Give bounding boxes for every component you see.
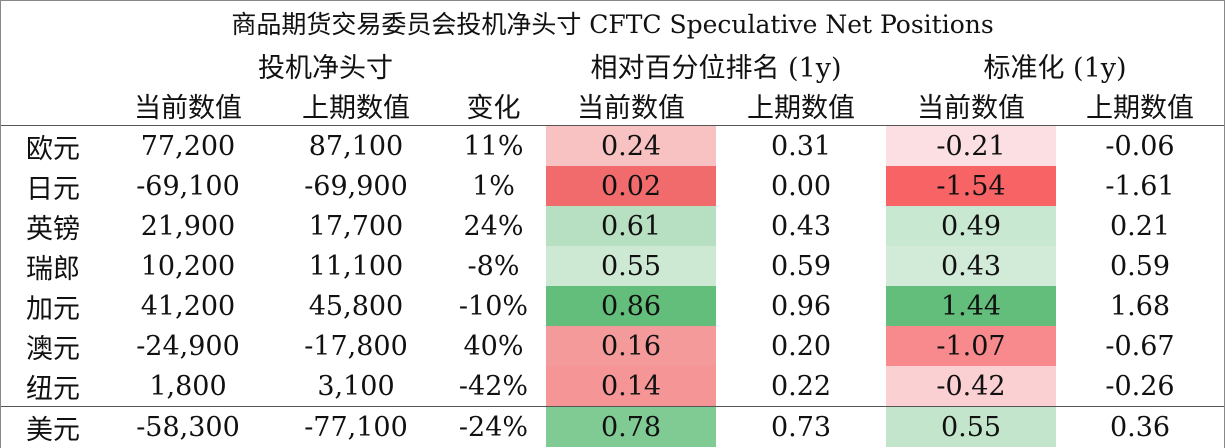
cell: 0.59 [1109,250,1171,282]
cell: 0.43 [886,246,1056,286]
cell: -24,900 [136,330,240,362]
cell: -10% [458,290,529,322]
cell: 0.16 [546,326,716,366]
cell: -1.07 [886,326,1056,366]
cell: -69,900 [304,170,408,202]
cell: 11% [463,130,524,162]
cell: 0.61 [546,206,716,246]
cell: 3,100 [317,370,395,402]
cell: -42% [458,370,529,402]
row-label: 加元 [26,293,80,325]
row-label: 瑞郎 [26,253,80,285]
table-row: 澳元 -24,900 -17,800 40% 0.16 0.20 -1.07 -0.67 [1,326,1224,366]
cell: -0.42 [886,366,1056,407]
column-header: 当前数值 [546,85,716,126]
group-header: 投机净头寸 [258,52,393,84]
cell: 87,100 [308,130,404,162]
row-label: 欧元 [26,133,80,165]
cell: 77,200 [140,130,236,162]
cell: 0.02 [546,166,716,206]
table-row: 英镑 21,900 17,700 24% 0.61 0.43 0.49 0.21 [1,206,1224,246]
cell: 0.96 [770,290,832,322]
cell: 45,800 [308,290,404,322]
group-header: 相对百分位排名 (1y) [590,52,842,84]
cell: 0.43 [770,210,832,242]
cell: 40% [463,330,524,362]
cell: -1.54 [886,166,1056,206]
cell: 0.00 [770,170,832,202]
cell: 1.68 [1109,290,1171,322]
cell: -24% [441,406,546,447]
cell: 0.22 [770,370,832,402]
column-header: 上期数值 [1056,85,1224,126]
cell: 0.78 [546,406,716,447]
cell: 0.59 [770,250,832,282]
group-header: 标准化 (1y) [983,52,1127,84]
cell: 0.49 [886,206,1056,246]
cell: 0.20 [770,330,832,362]
column-header: 上期数值 [716,85,886,126]
cell: 0.21 [1109,210,1171,242]
cell: 10,200 [140,250,236,282]
cell: -1.61 [1105,170,1175,202]
cell: 0.14 [546,366,716,407]
cell: 1.44 [886,286,1056,326]
cell: 0.86 [546,286,716,326]
cell: 0.55 [886,406,1056,447]
cell: -17,800 [304,330,408,362]
cell: 0.24 [546,125,716,166]
cell: 0.31 [770,130,832,162]
cell: 21,900 [140,210,236,242]
table-title: 商品期货交易委员会投机净头寸 CFTC Speculative Net Posi… [231,10,994,39]
cell: -8% [467,250,520,282]
row-label: 日元 [26,173,80,205]
cell: -0.26 [1105,370,1175,402]
column-header: 当前数值 [886,85,1056,126]
table-row: 美元 -58,300 -77,100 -24% 0.78 0.73 0.55 0.36 [1,406,1224,447]
row-label: 美元 [1,406,105,447]
table-row: 纽元 1,800 3,100 -42% 0.14 0.22 -0.42 -0.26 [1,366,1224,407]
row-label: 纽元 [26,373,80,405]
cell: 41,200 [140,290,236,322]
cell: -58,300 [105,406,271,447]
column-header: 上期数值 [271,85,441,126]
cell: -0.06 [1105,130,1175,162]
cell: 1,800 [149,370,227,402]
cell: 1% [472,170,515,202]
cell: -69,100 [136,170,240,202]
column-header: 变化 [441,85,546,126]
table-row: 加元 41,200 45,800 -10% 0.86 0.96 1.44 1.68 [1,286,1224,326]
cell: -0.21 [886,125,1056,166]
cell: 0.73 [716,406,886,447]
cell: 0.55 [546,246,716,286]
table-row: 欧元 77,200 87,100 11% 0.24 0.31 -0.21 -0.06 [1,125,1224,166]
cell: 17,700 [308,210,404,242]
cell: 24% [463,210,524,242]
table-row: 日元 -69,100 -69,900 1% 0.02 0.00 -1.54 -1.61 [1,166,1224,206]
cell: -0.67 [1105,330,1175,362]
row-label: 英镑 [26,213,80,245]
cell: 11,100 [308,250,404,282]
table-row: 瑞郎 10,200 11,100 -8% 0.55 0.59 0.43 0.59 [1,246,1224,286]
column-header: 当前数值 [105,85,271,126]
cell: -77,100 [271,406,441,447]
cell: 0.36 [1056,406,1224,447]
row-label: 澳元 [26,333,80,365]
